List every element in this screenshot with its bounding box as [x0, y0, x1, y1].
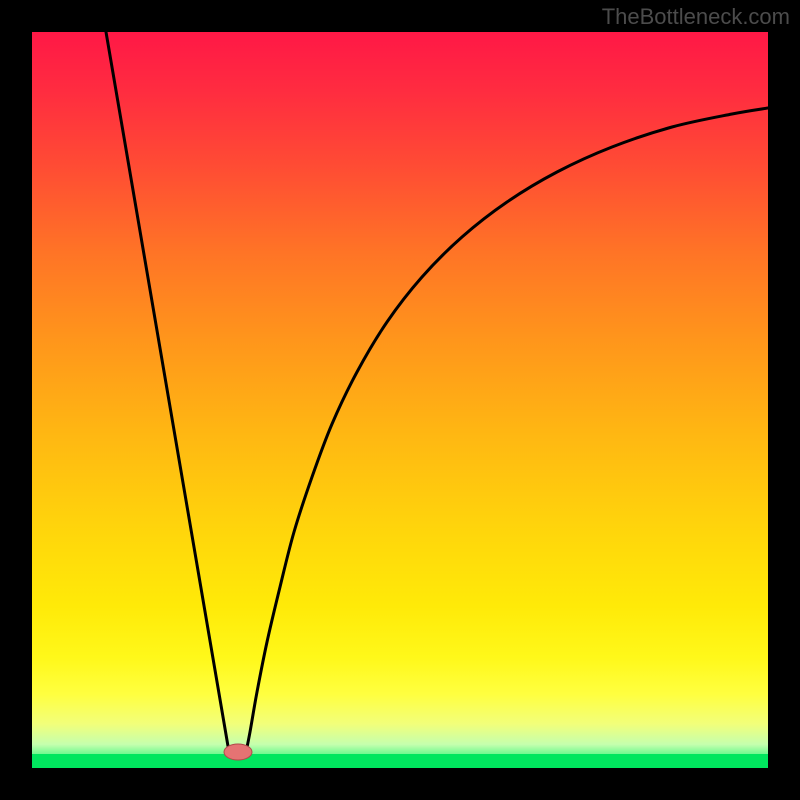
watermark-text: TheBottleneck.com — [602, 4, 790, 30]
curve-layer — [32, 32, 768, 768]
green-band — [32, 754, 768, 768]
curve-left-branch — [106, 32, 229, 752]
curve-right-branch — [246, 108, 768, 752]
plot-area — [32, 32, 768, 768]
min-marker — [224, 744, 252, 760]
